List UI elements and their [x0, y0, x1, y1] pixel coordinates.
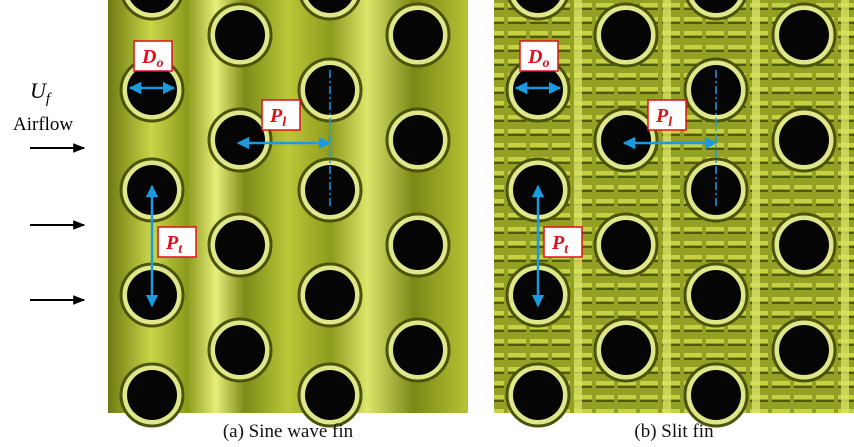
tube-hole	[601, 10, 651, 60]
tube-hole	[215, 220, 265, 270]
subscript: l	[282, 115, 286, 130]
tube-hole	[127, 65, 177, 115]
symbol: P	[551, 232, 565, 254]
tube-hole	[305, 270, 355, 320]
tube-hole	[513, 65, 563, 115]
tube-hole	[601, 115, 651, 165]
tube-hole	[779, 325, 829, 375]
tube-hole	[393, 115, 443, 165]
tube-hole	[393, 325, 443, 375]
tube-hole	[305, 370, 355, 420]
tube-hole	[601, 220, 651, 270]
subscript: f	[46, 91, 52, 107]
symbol: D	[141, 46, 156, 68]
fin-ridge	[841, 0, 849, 413]
tube-hole	[779, 10, 829, 60]
figure: Uf Airflow DoPlPt(a) Sine wave finDoPlPt…	[0, 0, 854, 447]
flow-label: Airflow	[13, 114, 73, 135]
flow-indicator: Uf Airflow	[13, 78, 84, 300]
symbol: P	[655, 105, 669, 127]
fin-ridge	[663, 0, 671, 413]
tube-hole	[513, 370, 563, 420]
caption: (a) Sine wave fin	[223, 421, 354, 442]
tube-hole	[215, 10, 265, 60]
caption: (b) Slit fin	[634, 421, 714, 442]
tube-hole	[779, 220, 829, 270]
tube-hole	[393, 10, 443, 60]
fin-ridge	[574, 0, 582, 413]
tube-hole	[127, 370, 177, 420]
fin-ridge	[752, 0, 760, 413]
subscript: l	[668, 115, 672, 130]
flow-symbol: Uf	[30, 78, 52, 107]
tube-hole	[691, 370, 741, 420]
tube-hole	[691, 270, 741, 320]
symbol: P	[165, 232, 179, 254]
tube-hole	[601, 325, 651, 375]
subscript: o	[542, 56, 549, 71]
tube-hole	[215, 325, 265, 375]
symbol: P	[269, 105, 283, 127]
subscript: o	[156, 56, 163, 71]
tube-hole	[393, 220, 443, 270]
tube-hole	[779, 115, 829, 165]
symbol: D	[527, 46, 542, 68]
tube-hole	[215, 115, 265, 165]
